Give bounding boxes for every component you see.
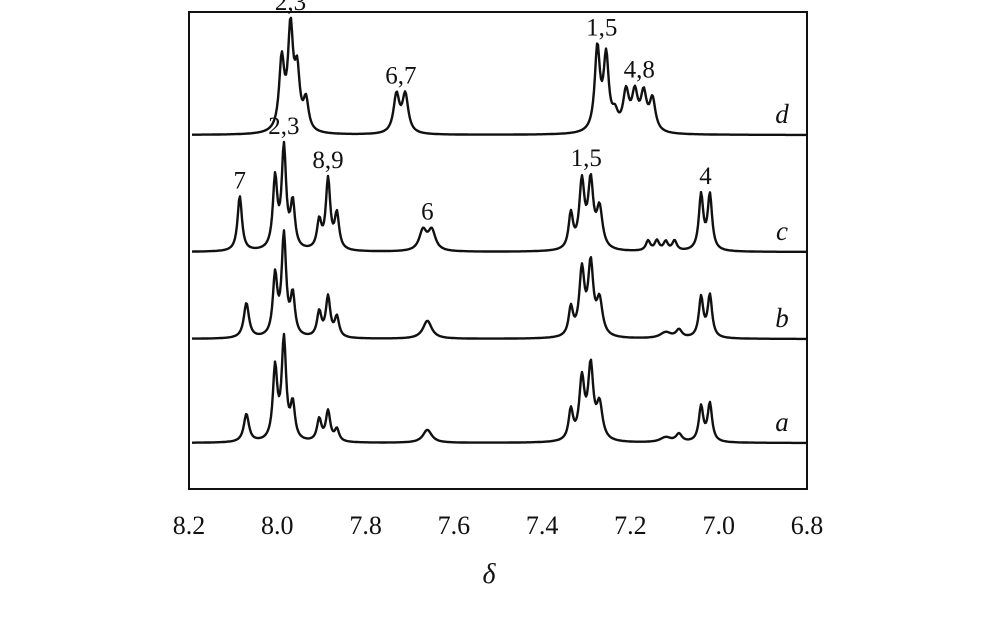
x-tick-label: 8.2: [173, 511, 206, 540]
peak-label-c-0: 7: [234, 167, 247, 194]
spectrum-trace-d: [191, 16, 807, 137]
spectrum-trace-a: [191, 332, 807, 445]
x-tick-label: 7.4: [526, 511, 559, 540]
peak-label-d-0: 2,3: [275, 0, 306, 16]
peak-label-d-1: 6,7: [385, 62, 416, 89]
x-tick-label: 7.6: [438, 511, 471, 540]
x-axis-title: δ: [482, 559, 496, 590]
peak-label-c-3: 6: [421, 199, 434, 226]
x-tick-label: 7.0: [702, 511, 735, 540]
peak-label-c-4: 1,5: [571, 145, 602, 172]
x-tick-label: 7.2: [614, 511, 647, 540]
peak-label-c-5: 4: [699, 163, 712, 190]
trace-label-a: a: [775, 407, 789, 437]
peak-label-d-3: 4,8: [624, 57, 655, 84]
peak-label-c-1: 2,3: [268, 113, 299, 140]
x-tick-label: 7.8: [349, 511, 382, 540]
plot-frame: [188, 11, 808, 490]
trace-label-b: b: [775, 303, 789, 333]
trace-label-d: d: [775, 99, 789, 129]
spectrum-trace-b: [191, 229, 807, 341]
peak-label-d-2: 1,5: [586, 15, 617, 42]
trace-label-c: c: [776, 216, 788, 246]
x-tick-label: 6.8: [791, 511, 824, 540]
peak-labels-layer: d 2,3 6,7 1,5 4,8 c 7 2,3 8,9 6 1,5 4 b a: [234, 0, 790, 437]
x-tick-label: 8.0: [261, 511, 294, 540]
x-axis-ticks: 8.2 8.0 7.8 7.6 7.4 7.2 7.0 6.8: [173, 511, 824, 540]
spectrum-trace-c: [191, 140, 807, 254]
spectra-layer: [191, 16, 807, 445]
peak-label-c-2: 8,9: [312, 147, 343, 174]
